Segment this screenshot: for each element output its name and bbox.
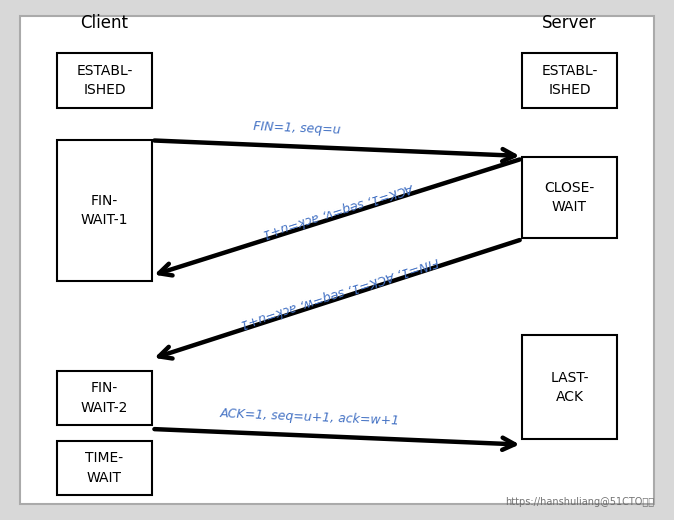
Text: ACK=1, seq=u+1, ack=w+1: ACK=1, seq=u+1, ack=w+1 [220,407,400,427]
Bar [522,54,617,108]
Text: https://hanshuliang@51CTO博客: https://hanshuliang@51CTO博客 [505,497,654,507]
Bar [57,54,152,108]
Bar [522,158,617,238]
Text: LAST-
ACK: LAST- ACK [550,371,589,404]
Bar [57,441,152,495]
Text: Server: Server [542,15,597,32]
Bar [57,140,152,281]
Text: ESTABL-
ISHED: ESTABL- ISHED [76,64,133,97]
Bar [522,335,617,439]
Text: FIN-
WAIT-2: FIN- WAIT-2 [81,381,128,414]
Text: TIME-
WAIT: TIME- WAIT [86,451,123,485]
Text: ACK=1, seq=v, ack=u+1: ACK=1, seq=v, ack=u+1 [262,180,416,240]
Text: FIN-
WAIT-1: FIN- WAIT-1 [81,194,128,227]
Text: FIN=1, seq=u: FIN=1, seq=u [253,120,341,137]
Bar [57,371,152,425]
Text: ESTABL-
ISHED: ESTABL- ISHED [541,64,598,97]
Text: Client: Client [80,15,129,32]
Text: FIN=1, ACK=1, seq=w, ack=u+1: FIN=1, ACK=1, seq=w, ack=u+1 [238,254,440,330]
FancyBboxPatch shape [20,16,654,504]
Text: CLOSE-
WAIT: CLOSE- WAIT [545,181,594,214]
